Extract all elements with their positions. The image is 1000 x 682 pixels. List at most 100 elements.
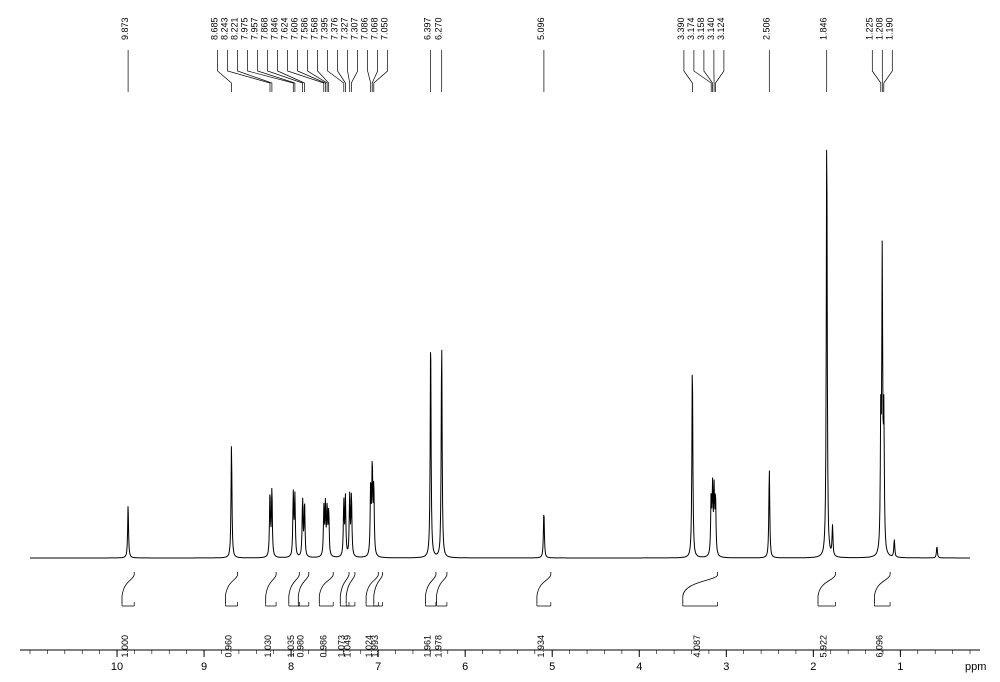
peak-label: 6.270	[434, 17, 444, 40]
peak-marker	[684, 50, 693, 92]
peak-label: 7.068	[370, 17, 380, 40]
integral-bracket	[225, 602, 237, 606]
peak-marker	[884, 50, 893, 92]
nmr-spectrum-chart: 9.8738.6858.2438.2217.9757.9577.8687.846…	[0, 0, 1000, 682]
integral-bracket	[818, 602, 835, 606]
integral-curve	[374, 572, 383, 603]
integral-label: 0.986	[318, 635, 328, 658]
peak-label: 3.390	[676, 17, 686, 40]
integral-bracket	[537, 602, 551, 606]
spectrum-trace	[30, 150, 970, 558]
x-tick-label: 8	[288, 661, 294, 673]
peak-label: 1.190	[884, 17, 894, 40]
integral-curve	[366, 572, 378, 603]
peak-marker	[348, 50, 350, 92]
peak-label: 1.225	[864, 17, 874, 40]
peak-marker	[872, 50, 881, 92]
peak-marker	[248, 50, 294, 92]
peak-label: 7.086	[360, 17, 370, 40]
peak-marker	[218, 50, 232, 92]
integral-label: 6.096	[874, 635, 884, 658]
integral-curve	[537, 572, 551, 603]
integral-label: 1.961	[423, 635, 433, 658]
integral-curve	[425, 572, 436, 603]
integral-label: 0.980	[296, 635, 306, 658]
x-tick-label: 6	[462, 661, 468, 673]
peak-marker	[372, 50, 377, 92]
peak-marker	[374, 50, 388, 92]
integral-label: 0.960	[224, 635, 234, 658]
peak-label: 1.208	[874, 17, 884, 40]
integral-curve	[340, 572, 349, 603]
peak-marker	[351, 50, 357, 92]
integral-label: 1.030	[263, 635, 273, 658]
peak-marker	[258, 50, 295, 92]
integral-bracket	[425, 602, 436, 606]
peak-label: 7.624	[280, 17, 290, 40]
peak-label: 7.307	[350, 17, 360, 40]
integral-curve	[225, 572, 237, 603]
integral-bracket	[319, 602, 333, 606]
peak-label: 3.158	[696, 17, 706, 40]
integral-bracket	[289, 602, 300, 606]
peak-label: 7.395	[320, 17, 330, 40]
peak-label: 7.050	[380, 17, 390, 40]
x-tick-label: 3	[723, 661, 729, 673]
peak-marker	[694, 50, 711, 92]
integral-bracket	[874, 602, 890, 606]
x-tick-label: 4	[636, 661, 642, 673]
integral-label: 1.049	[343, 635, 353, 658]
integral-curve	[346, 572, 355, 603]
integral-curve	[818, 572, 835, 603]
integral-bracket	[683, 602, 718, 606]
peak-label: 7.868	[260, 17, 270, 40]
integral-curve	[437, 572, 447, 603]
peak-label: 2.506	[761, 17, 771, 40]
peak-label: 5.096	[536, 17, 546, 40]
x-tick-label: 2	[810, 661, 816, 673]
peak-label: 1.846	[819, 17, 829, 40]
x-tick-label: 7	[375, 661, 381, 673]
peak-label: 7.586	[300, 17, 310, 40]
integral-bracket	[266, 602, 276, 606]
peak-label: 7.957	[250, 17, 260, 40]
integral-bracket	[122, 602, 134, 606]
peak-marker	[278, 50, 305, 92]
peak-label: 7.376	[330, 17, 340, 40]
peak-label: 3.174	[686, 17, 696, 40]
integral-label: 4.087	[692, 635, 702, 658]
integral-curve	[122, 572, 134, 603]
integral-bracket	[340, 602, 349, 606]
integral-bracket	[346, 602, 355, 606]
integral-curve	[298, 572, 309, 603]
peak-marker	[716, 50, 724, 92]
integral-curve	[266, 572, 276, 603]
peak-label: 9.873	[120, 17, 130, 40]
peak-label: 8.685	[210, 17, 220, 40]
peak-marker	[328, 50, 344, 92]
integral-curve	[874, 572, 890, 603]
integral-curve	[289, 572, 300, 603]
peak-label: 7.327	[340, 17, 350, 40]
integral-label: 1.934	[536, 635, 546, 658]
integral-bracket	[298, 602, 309, 606]
integral-label: 1.000	[120, 635, 130, 658]
peak-label: 3.140	[706, 17, 716, 40]
integral-curve	[683, 572, 718, 603]
integral-bracket	[437, 602, 447, 606]
x-tick-label: 10	[111, 661, 123, 673]
peak-label: 7.846	[270, 17, 280, 40]
peak-marker	[238, 50, 272, 92]
x-tick-label: 1	[897, 661, 903, 673]
peak-label: 8.243	[220, 17, 230, 40]
integral-label: 1.978	[434, 635, 444, 658]
peak-label: 7.606	[290, 17, 300, 40]
peak-marker	[298, 50, 326, 92]
peak-label: 3.124	[716, 17, 726, 40]
integral-label: 5.922	[819, 635, 829, 658]
peak-marker	[338, 50, 346, 92]
integral-curve	[319, 572, 333, 603]
peak-marker	[368, 50, 371, 92]
peak-label: 6.397	[423, 17, 433, 40]
peak-label: 7.568	[310, 17, 320, 40]
